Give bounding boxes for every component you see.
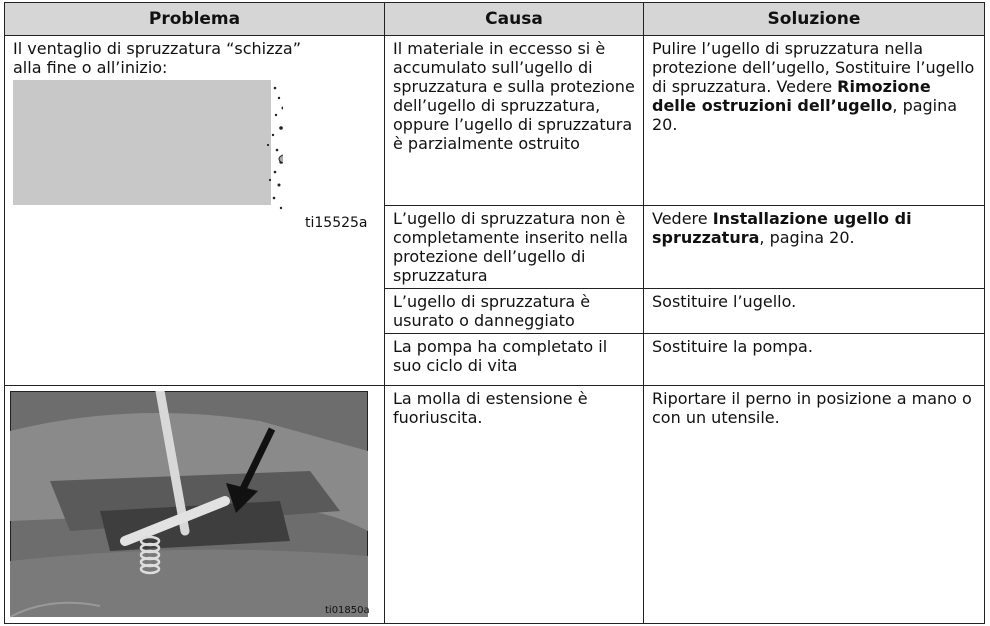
solution-text: Rimozione delle ostruzioni dell’ugello xyxy=(652,77,931,115)
header-cell: Soluzione xyxy=(643,2,985,36)
solution-text: , pagina 20. xyxy=(652,96,958,134)
row: La pompa ha completato il suo ciclo di v… xyxy=(5,333,985,386)
solution-text: Vedere xyxy=(652,209,713,228)
solution-cell: Vedere Installazione ugello di spruzzatu… xyxy=(643,205,985,289)
solution-text: Riportare il perno in posizione a mano o… xyxy=(652,389,972,427)
figure-label: ti15525a xyxy=(305,215,368,231)
figure-label: ti01850a xyxy=(325,605,370,616)
row: L’ugello di spruzzatura non è completame… xyxy=(5,205,985,289)
header-cell: Causa xyxy=(384,2,644,36)
solution-text: Sostituire l’ugello. xyxy=(652,292,797,311)
solution-text: Sostituire la pompa. xyxy=(652,337,813,356)
header-row: Problema Causa Soluzione xyxy=(4,2,985,36)
problem-cell: ti01850a xyxy=(4,385,385,624)
solution-text: , pagina 20. xyxy=(759,228,855,247)
row: L’ugello di spruzzatura è usurato o dann… xyxy=(5,288,985,334)
cause-cell: La pompa ha completato il suo ciclo di v… xyxy=(384,333,644,386)
problem-cell: Il ventaglio di spruzzatura “schizza” al… xyxy=(4,35,385,386)
cause-cell: La molla di estensione è fuoriuscita. xyxy=(384,385,644,624)
cause-cell: L’ugello di spruzzatura non è completame… xyxy=(384,205,644,289)
troubleshooting-table: Problema Causa Soluzione Il ventaglio di… xyxy=(4,2,985,624)
solution-cell: Sostituire la pompa. xyxy=(643,333,985,386)
spray-figure xyxy=(13,80,283,210)
solution-cell: Sostituire l’ugello. xyxy=(643,288,985,334)
solution-text: Pulire l’ugello di spruzzatura nella pro… xyxy=(652,39,975,96)
spring-figure xyxy=(10,391,368,617)
solution-text: Installazione ugello di spruzzatura xyxy=(652,209,912,247)
solution-cell: Riportare il perno in posizione a mano o… xyxy=(643,385,985,624)
row: Il ventaglio di spruzzatura “schizza” al… xyxy=(4,35,985,386)
row: ti01850a La molla di estensione è fuoriu… xyxy=(4,385,985,624)
cause-cell: Il materiale in eccesso si è accumulato … xyxy=(384,35,644,206)
problem-text: Il ventaglio di spruzzatura “schizza” al… xyxy=(13,39,301,77)
solution-cell: Pulire l’ugello di spruzzatura nella pro… xyxy=(643,35,985,206)
header-cell: Problema xyxy=(4,2,385,36)
cause-cell: L’ugello di spruzzatura è usurato o dann… xyxy=(384,288,644,334)
